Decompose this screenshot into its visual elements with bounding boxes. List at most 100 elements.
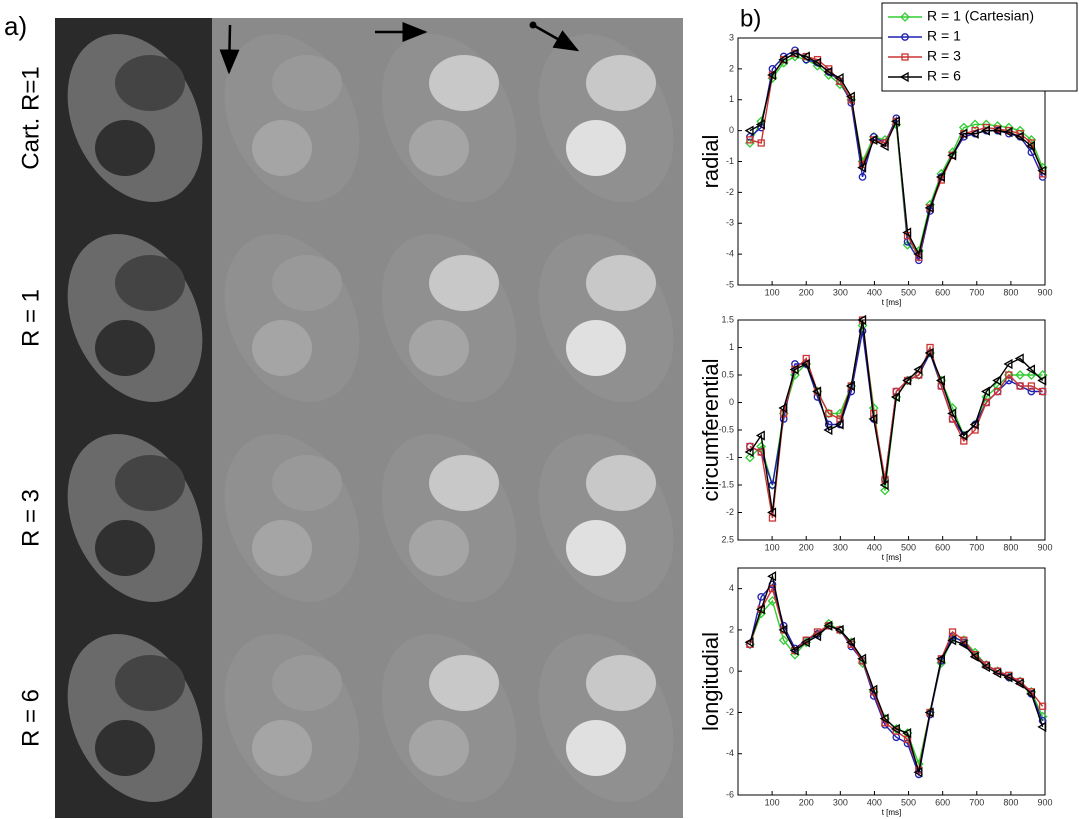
marker [1016, 382, 1024, 390]
x-axis-label: t [ms] [882, 298, 902, 307]
chamber [272, 255, 342, 311]
y-tick-label: 1.5 [721, 314, 734, 324]
marker [1038, 387, 1047, 396]
marker [935, 653, 945, 664]
marker [812, 630, 822, 642]
marker [992, 125, 1002, 136]
panel-label: a) [4, 11, 27, 41]
y-tick-label: -0.5 [718, 424, 734, 434]
y-tick-label: 3 [729, 32, 734, 42]
marker [823, 66, 833, 78]
marker [845, 91, 855, 102]
marker [903, 735, 912, 743]
x-tick-label: 400 [867, 542, 882, 552]
marker [825, 409, 833, 418]
y-tick-label: 0 [729, 397, 734, 407]
marker [755, 430, 765, 441]
marker [935, 171, 945, 183]
series-line [749, 573, 1044, 773]
chamber [95, 520, 155, 576]
x-tick-label: 200 [799, 542, 814, 552]
row-label: Cart. R=1 [17, 66, 44, 169]
x-tick-label: 800 [1003, 287, 1018, 297]
marker [981, 386, 990, 397]
x-tick-label: 200 [799, 797, 814, 807]
x-axis-label: t [ms] [882, 808, 902, 817]
y-tick-label: 2 [729, 63, 734, 73]
marker [890, 391, 900, 403]
x-tick-label: 500 [901, 797, 916, 807]
marker [992, 375, 1002, 386]
marker [755, 119, 765, 130]
marker [812, 57, 822, 68]
x-tick-label: 100 [765, 797, 780, 807]
marker [746, 136, 754, 144]
marker [834, 624, 844, 636]
x-tick-label: 900 [1037, 797, 1052, 807]
chamber [429, 255, 499, 311]
marker [868, 684, 878, 695]
marker [969, 419, 979, 430]
chamber [272, 655, 342, 711]
x-tick-label: 100 [765, 542, 780, 552]
series-line [749, 319, 1044, 513]
y-tick-label: -4 [726, 748, 734, 758]
y-tick-label: -3 [726, 218, 734, 228]
marker [858, 173, 867, 181]
y-tick-label: 0 [729, 125, 734, 135]
marker [767, 507, 777, 518]
marker [857, 162, 867, 173]
marker [1026, 364, 1036, 375]
x-axis-label: t [ms] [882, 553, 902, 562]
chamber [429, 655, 499, 711]
chamber [409, 720, 469, 776]
marker [947, 408, 957, 419]
y-tick-label: 4 [729, 583, 734, 593]
legend-marker [900, 12, 910, 22]
legend-label: R = 6 [927, 68, 961, 84]
image-grid [55, 18, 683, 818]
legend-label: R = 1 [927, 28, 961, 44]
chamber [586, 655, 656, 711]
marker [1003, 127, 1013, 138]
chamber [115, 255, 185, 311]
chamber [115, 455, 185, 511]
series-line [749, 319, 1043, 519]
marker [823, 620, 833, 631]
chamber [95, 320, 155, 376]
chamber [95, 120, 155, 176]
chamber [586, 255, 656, 311]
marker [834, 73, 844, 84]
y-axis-label: circumferential [698, 358, 723, 501]
y-tick-label: 2 [729, 624, 734, 634]
y-axis-label: radial [698, 135, 723, 189]
marker [924, 347, 934, 359]
chamber [566, 120, 626, 176]
x-tick-label: 700 [969, 287, 984, 297]
marker [1014, 353, 1024, 364]
chamber [252, 720, 312, 776]
marker [1037, 165, 1047, 176]
chamber [115, 655, 185, 711]
marker [1005, 371, 1013, 379]
panel-label: b) [740, 5, 761, 32]
x-tick-label: 900 [1037, 542, 1052, 552]
marker [812, 386, 822, 397]
chamber [429, 455, 499, 511]
x-tick-label: 400 [867, 797, 882, 807]
y-tick-label: 1 [729, 342, 734, 352]
marker [1003, 358, 1013, 370]
marker [778, 635, 789, 646]
marker [789, 645, 799, 656]
marker [958, 128, 968, 139]
legend-marker [899, 71, 909, 83]
x-tick-label: 300 [833, 542, 848, 552]
marker [823, 424, 833, 436]
arrow [219, 24, 240, 75]
marker [757, 139, 765, 147]
chamber [566, 320, 626, 376]
marker [778, 624, 788, 636]
legend-marker [901, 53, 909, 61]
chamber [115, 55, 185, 111]
